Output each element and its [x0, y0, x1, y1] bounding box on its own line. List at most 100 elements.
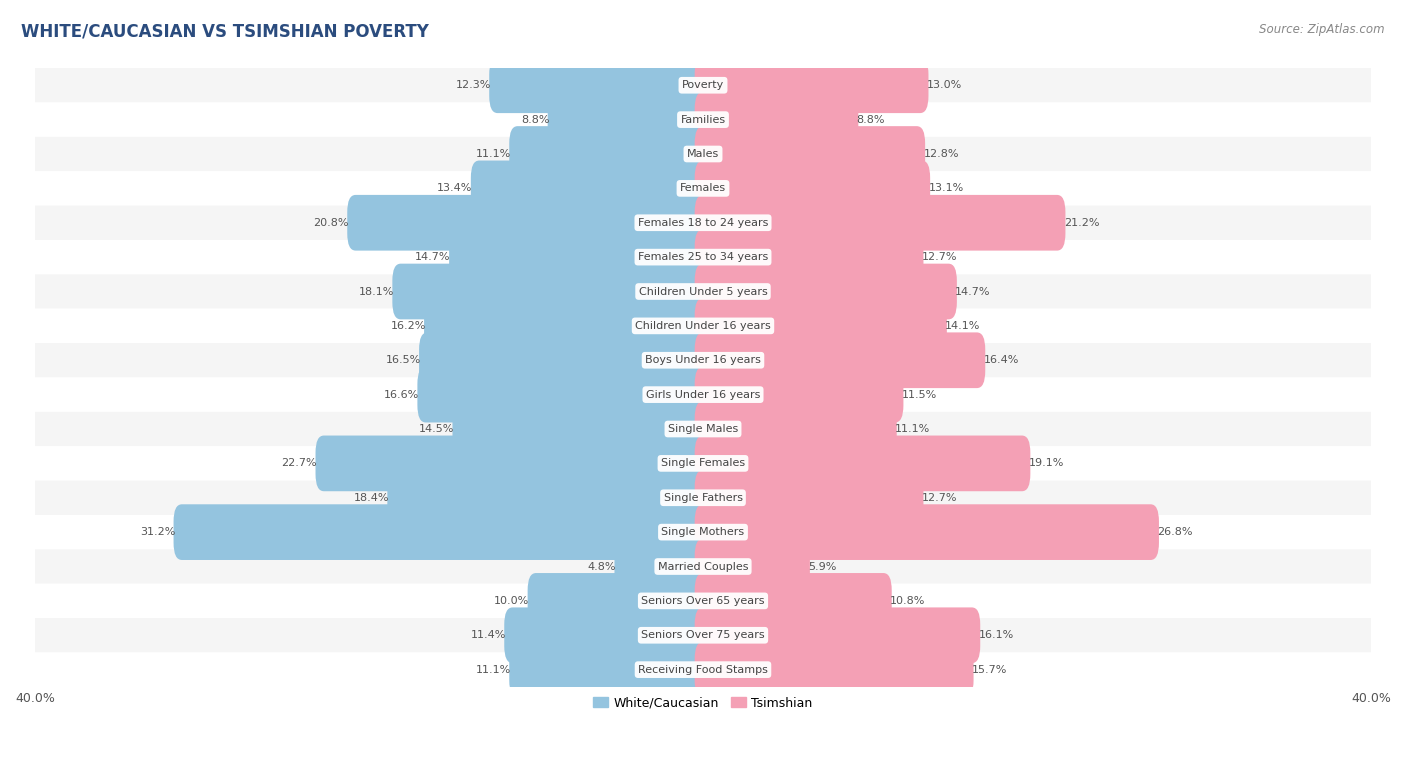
Text: 10.8%: 10.8% — [890, 596, 925, 606]
FancyBboxPatch shape — [695, 401, 897, 457]
Text: Females 25 to 34 years: Females 25 to 34 years — [638, 252, 768, 262]
Text: 11.1%: 11.1% — [475, 149, 510, 159]
FancyBboxPatch shape — [695, 436, 1031, 491]
FancyBboxPatch shape — [527, 573, 711, 628]
Text: Families: Families — [681, 114, 725, 124]
FancyBboxPatch shape — [35, 481, 1371, 515]
FancyBboxPatch shape — [35, 205, 1371, 240]
Text: 13.0%: 13.0% — [927, 80, 962, 90]
FancyBboxPatch shape — [548, 92, 711, 148]
Text: Single Mothers: Single Mothers — [661, 527, 745, 537]
Text: 19.1%: 19.1% — [1029, 459, 1064, 468]
Text: Girls Under 16 years: Girls Under 16 years — [645, 390, 761, 399]
FancyBboxPatch shape — [509, 126, 711, 182]
FancyBboxPatch shape — [695, 298, 946, 354]
FancyBboxPatch shape — [695, 573, 891, 628]
Text: Poverty: Poverty — [682, 80, 724, 90]
FancyBboxPatch shape — [173, 504, 711, 560]
Text: Boys Under 16 years: Boys Under 16 years — [645, 356, 761, 365]
Text: 13.4%: 13.4% — [437, 183, 472, 193]
Text: 22.7%: 22.7% — [281, 459, 318, 468]
Text: 16.1%: 16.1% — [979, 630, 1014, 641]
Text: 18.4%: 18.4% — [353, 493, 389, 503]
Text: Males: Males — [688, 149, 718, 159]
FancyBboxPatch shape — [509, 642, 711, 697]
FancyBboxPatch shape — [695, 607, 980, 663]
Text: 14.5%: 14.5% — [419, 424, 454, 434]
FancyBboxPatch shape — [35, 343, 1371, 377]
FancyBboxPatch shape — [35, 68, 1371, 102]
Text: 11.4%: 11.4% — [471, 630, 506, 641]
Text: 26.8%: 26.8% — [1157, 527, 1192, 537]
Text: Females: Females — [681, 183, 725, 193]
FancyBboxPatch shape — [695, 126, 925, 182]
Text: 8.8%: 8.8% — [856, 114, 886, 124]
FancyBboxPatch shape — [695, 161, 931, 216]
Text: Single Females: Single Females — [661, 459, 745, 468]
Text: 16.2%: 16.2% — [391, 321, 426, 331]
Text: Children Under 5 years: Children Under 5 years — [638, 287, 768, 296]
FancyBboxPatch shape — [695, 58, 928, 113]
Text: Females 18 to 24 years: Females 18 to 24 years — [638, 218, 768, 227]
FancyBboxPatch shape — [695, 642, 973, 697]
FancyBboxPatch shape — [35, 309, 1371, 343]
Text: Seniors Over 65 years: Seniors Over 65 years — [641, 596, 765, 606]
Text: Children Under 16 years: Children Under 16 years — [636, 321, 770, 331]
Text: 5.9%: 5.9% — [808, 562, 837, 572]
FancyBboxPatch shape — [505, 607, 711, 663]
FancyBboxPatch shape — [35, 377, 1371, 412]
FancyBboxPatch shape — [695, 264, 957, 319]
Text: 14.7%: 14.7% — [415, 252, 451, 262]
FancyBboxPatch shape — [695, 229, 924, 285]
FancyBboxPatch shape — [35, 618, 1371, 653]
FancyBboxPatch shape — [35, 446, 1371, 481]
FancyBboxPatch shape — [35, 102, 1371, 136]
Text: 11.1%: 11.1% — [475, 665, 510, 675]
Text: 31.2%: 31.2% — [139, 527, 176, 537]
Text: Seniors Over 75 years: Seniors Over 75 years — [641, 630, 765, 641]
Text: Receiving Food Stamps: Receiving Food Stamps — [638, 665, 768, 675]
Text: Married Couples: Married Couples — [658, 562, 748, 572]
Text: 14.7%: 14.7% — [955, 287, 991, 296]
Text: 4.8%: 4.8% — [588, 562, 616, 572]
FancyBboxPatch shape — [453, 401, 711, 457]
Text: 18.1%: 18.1% — [359, 287, 394, 296]
Legend: White/Caucasian, Tsimshian: White/Caucasian, Tsimshian — [589, 691, 817, 715]
Text: 8.8%: 8.8% — [520, 114, 550, 124]
Text: 16.4%: 16.4% — [984, 356, 1019, 365]
FancyBboxPatch shape — [695, 333, 986, 388]
Text: Source: ZipAtlas.com: Source: ZipAtlas.com — [1260, 23, 1385, 36]
Text: Single Males: Single Males — [668, 424, 738, 434]
FancyBboxPatch shape — [347, 195, 711, 251]
Text: 21.2%: 21.2% — [1064, 218, 1099, 227]
FancyBboxPatch shape — [392, 264, 711, 319]
Text: 12.7%: 12.7% — [922, 252, 957, 262]
Text: 11.5%: 11.5% — [901, 390, 936, 399]
FancyBboxPatch shape — [35, 550, 1371, 584]
FancyBboxPatch shape — [419, 333, 711, 388]
FancyBboxPatch shape — [35, 412, 1371, 446]
Text: 16.6%: 16.6% — [384, 390, 419, 399]
FancyBboxPatch shape — [695, 539, 810, 594]
Text: WHITE/CAUCASIAN VS TSIMSHIAN POVERTY: WHITE/CAUCASIAN VS TSIMSHIAN POVERTY — [21, 23, 429, 41]
Text: 15.7%: 15.7% — [972, 665, 1007, 675]
FancyBboxPatch shape — [471, 161, 711, 216]
FancyBboxPatch shape — [35, 240, 1371, 274]
Text: 20.8%: 20.8% — [314, 218, 349, 227]
FancyBboxPatch shape — [35, 584, 1371, 618]
FancyBboxPatch shape — [614, 539, 711, 594]
FancyBboxPatch shape — [35, 136, 1371, 171]
FancyBboxPatch shape — [35, 515, 1371, 550]
FancyBboxPatch shape — [695, 504, 1159, 560]
FancyBboxPatch shape — [695, 195, 1066, 251]
Text: 13.1%: 13.1% — [928, 183, 963, 193]
FancyBboxPatch shape — [489, 58, 711, 113]
Text: 11.1%: 11.1% — [896, 424, 931, 434]
Text: Single Fathers: Single Fathers — [664, 493, 742, 503]
FancyBboxPatch shape — [418, 367, 711, 422]
FancyBboxPatch shape — [449, 229, 711, 285]
FancyBboxPatch shape — [387, 470, 711, 525]
FancyBboxPatch shape — [315, 436, 711, 491]
FancyBboxPatch shape — [695, 92, 858, 148]
FancyBboxPatch shape — [35, 274, 1371, 309]
